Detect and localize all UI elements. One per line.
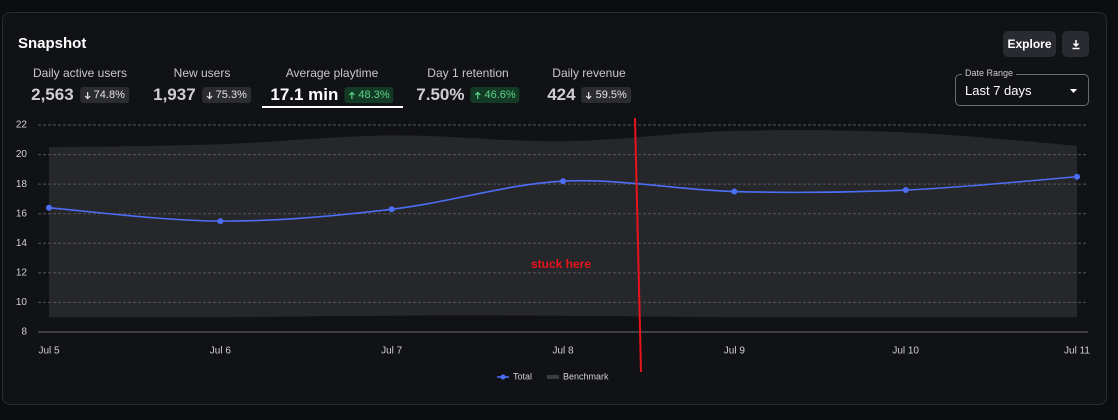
x-tick-label: Jul 6: [210, 346, 232, 357]
metric-value: 1,937: [153, 85, 196, 104]
total-point: [560, 178, 566, 185]
x-tick-label: Jul 8: [552, 346, 574, 357]
metric-label: Daily active users: [32, 66, 128, 80]
metric-change-value: 75.3%: [215, 89, 247, 101]
metric-change-value: 74.8%: [93, 89, 125, 101]
annotation-line: [634, 117, 642, 373]
explore-button[interactable]: Explore: [1003, 31, 1056, 57]
y-tick-label: 14: [16, 238, 28, 249]
metric[interactable]: Daily active users 2,563 74.8%: [31, 66, 129, 105]
arrow-icon: [206, 91, 213, 99]
title: Snapshot: [18, 35, 87, 52]
x-tick-label: Jul 11: [1064, 346, 1090, 357]
metric-change-value: 46.6%: [484, 89, 516, 101]
total-point: [46, 204, 52, 211]
date-range-value: Last 7 days: [965, 83, 1032, 98]
y-tick-label: 22: [16, 120, 28, 131]
metric-value: 17.1 min: [270, 85, 339, 104]
metric-change-value: 59.5%: [595, 89, 627, 101]
arrow-icon: [475, 91, 481, 99]
metric-change: 48.3%: [344, 87, 394, 103]
y-tick-label: 20: [16, 149, 28, 160]
legend-label: Benchmark: [563, 371, 609, 381]
download-icon: [1072, 39, 1079, 49]
metric-change: 74.8%: [79, 87, 129, 103]
metric-label: Day 1 retention: [427, 66, 509, 80]
benchmark-band: [49, 130, 1077, 318]
metric-label: New users: [173, 66, 231, 80]
annotation: stuck here: [531, 257, 591, 271]
y-tick-label: 12: [16, 267, 28, 278]
metric-change: 46.6%: [470, 87, 520, 103]
date-range-select[interactable]: Date Range Last 7 days: [955, 68, 1089, 106]
arrow-icon: [348, 91, 355, 99]
metric-value: 424: [547, 85, 576, 104]
legend-label: Total: [513, 371, 532, 381]
total-point: [731, 188, 738, 195]
x-tick-label: Jul 5: [38, 346, 60, 357]
metric-change-value: 48.3%: [358, 89, 390, 101]
metric[interactable]: Day 1 retention 7.50% 46.6%: [416, 66, 520, 105]
metric[interactable]: Daily revenue 424 59.5%: [547, 66, 631, 105]
metric-change: 75.3%: [201, 87, 251, 103]
metric[interactable]: Average playtime 17.1 min 48.3%: [270, 66, 394, 105]
total-point: [1074, 173, 1080, 180]
x-tick-label: Jul 10: [892, 346, 919, 357]
legend-swatch-dot: [500, 374, 506, 380]
total-point: [388, 206, 395, 213]
x-tick-label: Jul 9: [724, 346, 746, 357]
arrow-icon: [84, 91, 91, 99]
metric-row: 17.1 min 48.3%: [270, 85, 394, 105]
metric-change: 59.5%: [581, 87, 631, 103]
download-button[interactable]: [1062, 31, 1089, 57]
metric-row: 7.50% 46.6%: [416, 85, 520, 105]
metric-value: 2,563: [31, 85, 74, 104]
metric-label: Daily revenue: [552, 66, 626, 80]
metric-label: Average playtime: [285, 66, 379, 80]
x-tick-label: Jul 7: [381, 346, 403, 357]
y-tick-label: 18: [16, 179, 28, 190]
metric-row: 424 59.5%: [547, 85, 631, 105]
total-point: [217, 218, 224, 225]
metric-row: 1,937 75.3%: [153, 85, 251, 105]
metric-row: 2,563 74.8%: [31, 85, 129, 105]
total-point: [902, 187, 909, 194]
legend-swatch: [547, 375, 559, 379]
metric[interactable]: New users 1,937 75.3%: [153, 66, 251, 105]
y-tick-label: 10: [16, 297, 28, 308]
selected-underline: [262, 106, 403, 108]
caret: [1070, 89, 1077, 93]
date-range-label: Date Range: [962, 68, 1017, 78]
arrow-icon: [586, 91, 593, 99]
metric-value: 7.50%: [416, 85, 465, 104]
y-tick-label: 8: [21, 327, 27, 338]
y-tick-label: 16: [16, 208, 28, 219]
